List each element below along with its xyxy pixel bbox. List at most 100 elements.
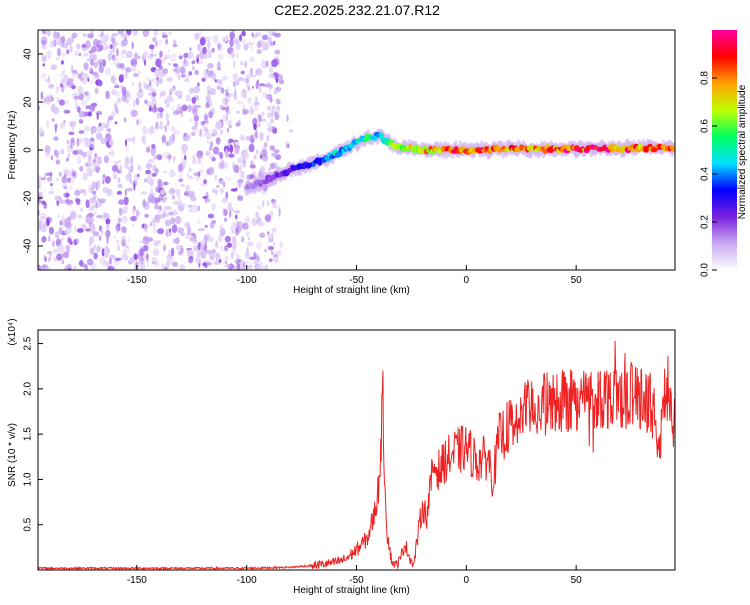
noise-speck [259, 132, 265, 141]
noise-speck [95, 132, 103, 141]
noise-speck [81, 224, 86, 228]
noise-speck [41, 236, 47, 243]
noise-speck [165, 232, 173, 237]
y-tick-label: 0.5 [23, 517, 34, 531]
x-tick-label: 0 [464, 575, 470, 586]
noise-speck [218, 233, 223, 243]
noise-speck [118, 207, 123, 216]
x-tick-label: 50 [571, 275, 583, 286]
noise-speck [121, 226, 127, 234]
noise-speck [91, 161, 99, 168]
noise-speck [234, 38, 239, 46]
noise-speck [109, 44, 113, 49]
noise-speck [102, 179, 105, 185]
noise-speck [258, 114, 262, 123]
noise-speck [240, 70, 245, 75]
noise-speck [245, 231, 251, 237]
noise-speck [262, 148, 268, 158]
y-tick-label: 1.0 [23, 472, 34, 486]
noise-speck [204, 36, 211, 42]
noise-speck [256, 49, 262, 55]
noise-speck [248, 143, 255, 153]
noise-speck [139, 240, 147, 244]
noise-speck [83, 125, 91, 132]
noise-speck [78, 52, 82, 57]
noise-speck [102, 186, 109, 194]
noise-speck [269, 211, 274, 217]
noise-speck [80, 189, 86, 193]
noise-speck [73, 265, 76, 270]
noise-speck [115, 259, 120, 266]
noise-speck [137, 70, 141, 76]
spectrogram-panel: -150 -100 -50 0 50 -40 -20 0 20 40 Height of str… [7, 29, 676, 296]
noise-speck [264, 264, 269, 270]
noise-speck [227, 109, 232, 115]
noise-speck [205, 249, 212, 255]
noise-speck [66, 139, 70, 145]
noise-speck [119, 63, 125, 69]
noise-speck [40, 91, 44, 100]
noise-speck [126, 145, 130, 153]
noise-speck [255, 211, 259, 218]
noise-speck [165, 38, 169, 45]
noise-speck [173, 238, 180, 244]
noise-speck [66, 38, 73, 46]
noise-speck [57, 244, 64, 253]
noise-speck [123, 196, 129, 206]
noise-speck [51, 118, 55, 122]
noise-speck [224, 97, 228, 105]
noise-speck [98, 80, 103, 87]
noise-speck [224, 148, 229, 158]
noise-speck [100, 137, 108, 142]
noise-speck [124, 139, 128, 147]
noise-speck [91, 30, 94, 35]
noise-speck [148, 237, 154, 242]
noise-speck [121, 254, 126, 260]
noise-speck [191, 96, 197, 104]
noise-speck [143, 223, 149, 233]
y-tick-label: 1.5 [23, 427, 34, 441]
noise-speck [247, 86, 251, 91]
noise-speck [268, 65, 274, 74]
noise-speck [56, 199, 60, 206]
noise-speck [146, 258, 149, 268]
noise-speck [91, 72, 98, 76]
noise-speck [66, 226, 72, 235]
noise-speck [247, 236, 250, 241]
noise-speck [133, 181, 136, 191]
noise-speck [142, 51, 149, 60]
noise-speck [175, 244, 182, 251]
noise-speck [89, 247, 95, 255]
noise-speck [165, 112, 169, 122]
noise-speck [153, 260, 157, 266]
noise-speck [244, 216, 251, 224]
noise-speck [129, 109, 137, 118]
noise-speck [94, 87, 99, 95]
noise-speck [202, 262, 208, 267]
noise-speck [201, 239, 206, 247]
noise-speck [268, 73, 275, 78]
noise-speck [96, 156, 102, 165]
noise-speck [171, 195, 175, 200]
noise-speck [177, 195, 181, 200]
noise-speck [221, 197, 228, 204]
snr-y-multiplier: (x10⁴) [7, 318, 18, 345]
noise-speck [189, 208, 192, 213]
noise-speck [74, 190, 81, 196]
noise-speck [154, 197, 161, 203]
noise-speck [231, 243, 237, 250]
noise-speck [85, 40, 91, 49]
noise-speck [62, 251, 70, 259]
noise-speck [120, 52, 127, 59]
noise-speck [47, 235, 51, 243]
noise-speck [151, 92, 157, 97]
noise-speck [48, 226, 55, 235]
noise-speck [149, 44, 155, 50]
noise-speck [167, 154, 172, 160]
colorbar-tick-label: 0.6 [700, 119, 711, 133]
colorbar-tick-label: 0.0 [700, 263, 711, 277]
noise-speck [261, 34, 269, 41]
noise-speck [76, 43, 81, 50]
noise-speck [207, 70, 214, 78]
snr-frame [37, 329, 676, 571]
